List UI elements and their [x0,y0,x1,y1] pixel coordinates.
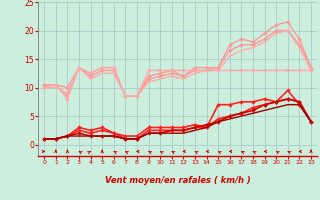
X-axis label: Vent moyen/en rafales ( km/h ): Vent moyen/en rafales ( km/h ) [105,176,251,185]
